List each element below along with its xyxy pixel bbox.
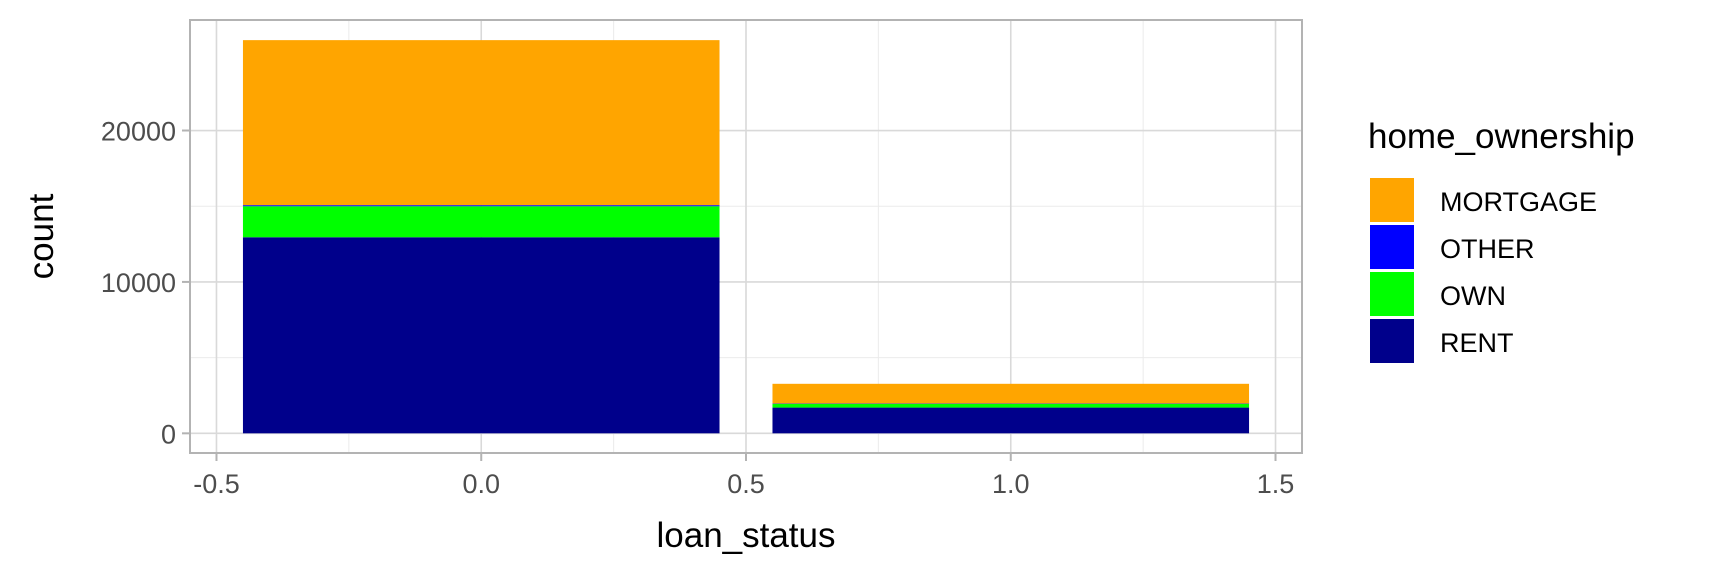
legend-label-own: OWN <box>1440 281 1506 311</box>
bar-0-other <box>242 205 720 207</box>
bar-1-mortgage <box>772 383 1250 404</box>
x-tick-label: 1.5 <box>1257 469 1295 499</box>
legend: home_ownership MORTGAGE OTHER OWN RENT <box>1368 117 1635 363</box>
bars <box>242 40 1250 434</box>
legend-label-mortgage: MORTGAGE <box>1440 187 1597 217</box>
legend-swatch-mortgage <box>1370 178 1414 222</box>
x-tick-label: 1.0 <box>992 469 1030 499</box>
bar-0-own <box>242 206 720 238</box>
y-tick-label: 20000 <box>101 117 176 147</box>
x-tick-label: -0.5 <box>193 469 240 499</box>
y-tick-label: 10000 <box>101 268 176 298</box>
legend-swatch-rent <box>1370 319 1414 363</box>
y-tick-label: 0 <box>161 419 176 449</box>
x-tick-label: 0.0 <box>462 469 500 499</box>
bar-1-own <box>772 403 1250 408</box>
bar-1-rent <box>772 407 1250 434</box>
axis-ticks: -0.5 0.0 0.5 1.0 1.5 0 10000 20000 <box>101 117 1294 499</box>
legend-swatch-other <box>1370 225 1414 269</box>
legend-swatch-own <box>1370 272 1414 316</box>
bar-0-mortgage <box>242 40 720 206</box>
legend-label-rent: RENT <box>1440 328 1514 358</box>
y-axis-title: count <box>22 193 61 279</box>
x-axis-title: loan_status <box>656 516 835 555</box>
bar-0-rent <box>242 237 720 434</box>
x-tick-label: 0.5 <box>727 469 765 499</box>
legend-title: home_ownership <box>1368 117 1635 156</box>
legend-label-other: OTHER <box>1440 234 1535 264</box>
